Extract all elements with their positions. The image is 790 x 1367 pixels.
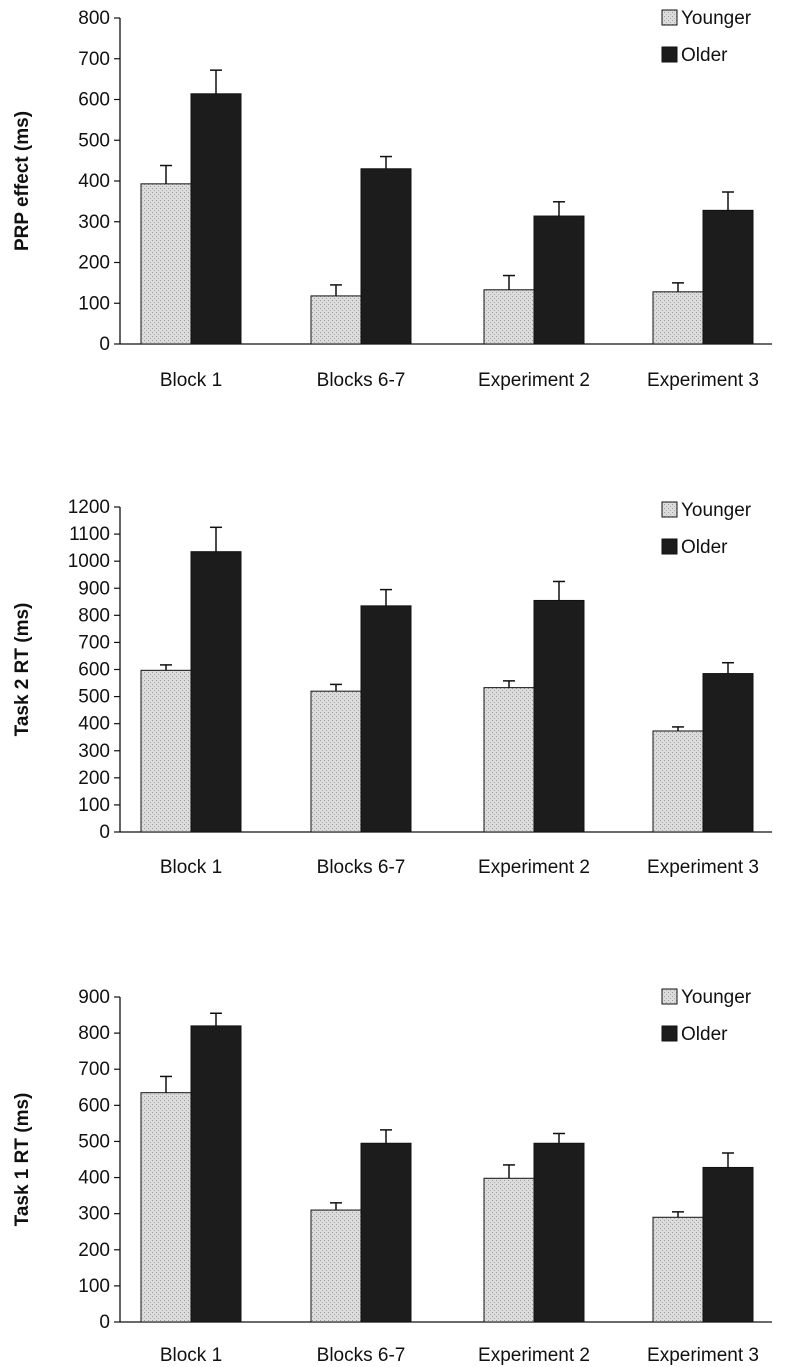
bar-younger	[652, 291, 704, 345]
bar-younger	[483, 289, 535, 345]
bar-younger	[483, 687, 535, 833]
y-axis-label: Task 2 RT (ms)	[12, 603, 33, 737]
bar-older	[702, 673, 754, 833]
legend-swatch-younger	[661, 9, 678, 26]
bar-older	[190, 93, 242, 345]
y-tick-label: 100	[78, 293, 110, 314]
y-tick-label: 900	[78, 987, 110, 1008]
bar-older	[360, 1142, 412, 1323]
category-label: Block 1	[160, 370, 222, 391]
bar-younger	[310, 1209, 362, 1323]
y-tick-label: 500	[78, 1131, 110, 1152]
category-label: Experiment 2	[478, 857, 590, 878]
chart-panel-1: 0 100 200 300 400 500 600 700 800 PRP effect (ms)…	[12, 8, 772, 391]
bar-older	[360, 168, 412, 345]
category-label: Experiment 2	[478, 370, 590, 391]
y-tick-label: 100	[78, 1276, 110, 1297]
y-tick-label: 1100	[69, 524, 110, 545]
y-tick-label: 100	[78, 795, 110, 816]
y-tick-label: 600	[78, 90, 110, 111]
bar-older	[533, 215, 585, 345]
bar-older	[360, 605, 412, 833]
y-tick-label: 400	[78, 171, 110, 192]
y-tick-label: 300	[78, 741, 110, 762]
legend-swatch-younger	[661, 988, 678, 1005]
y-tick-label: 600	[78, 1095, 110, 1116]
y-tick-label: 300	[78, 1204, 110, 1225]
y-tick-label: 700	[78, 632, 110, 653]
category-label: Blocks 6-7	[317, 1345, 406, 1366]
y-tick-label: 0	[99, 1312, 110, 1333]
legend-label-older: Older	[681, 537, 728, 558]
legend-label-younger: Younger	[681, 500, 752, 521]
legend-swatch-younger	[661, 501, 678, 518]
legend-label-older: Older	[681, 45, 728, 66]
y-tick-label: 400	[78, 1168, 110, 1189]
bar-younger	[483, 1177, 535, 1323]
bar-younger	[140, 669, 192, 833]
bar-younger	[310, 295, 362, 345]
legend-swatch-older	[661, 1025, 678, 1042]
y-tick-label: 0	[99, 822, 110, 843]
y-tick-label: 400	[78, 714, 110, 735]
y-tick-label: 1000	[68, 551, 110, 572]
y-tick-label: 300	[78, 212, 110, 233]
legend-swatch-older	[661, 46, 678, 63]
bar-older	[702, 209, 754, 345]
y-tick-label: 600	[78, 660, 110, 681]
y-tick-label: 0	[99, 334, 110, 355]
bar-younger	[140, 183, 192, 345]
bar-older	[533, 1142, 585, 1323]
category-label: Experiment 3	[647, 1345, 759, 1366]
legend-label-older: Older	[681, 1024, 728, 1045]
bar-older	[190, 551, 242, 833]
legend-label-younger: Younger	[681, 8, 752, 29]
category-label: Block 1	[160, 857, 222, 878]
bar-younger	[652, 1216, 704, 1323]
category-label: Blocks 6-7	[317, 370, 406, 391]
y-axis-label: PRP effect (ms)	[12, 111, 33, 251]
y-tick-label: 900	[78, 578, 110, 599]
bar-younger	[310, 690, 362, 833]
legend-swatch-older	[661, 538, 678, 555]
legend-label-younger: Younger	[681, 987, 752, 1008]
bar-older	[533, 599, 585, 833]
y-tick-label: 700	[78, 49, 110, 70]
y-tick-label: 200	[78, 768, 110, 789]
y-tick-label: 700	[78, 1059, 110, 1080]
y-tick-label: 200	[78, 253, 110, 274]
category-label: Experiment 3	[647, 857, 759, 878]
bar-younger	[140, 1092, 192, 1323]
y-tick-label: 500	[78, 687, 110, 708]
category-label: Experiment 3	[647, 370, 759, 391]
y-tick-label: 1200	[68, 497, 110, 518]
y-axis-label: Task 1 RT (ms)	[12, 1093, 33, 1227]
y-tick-label: 500	[78, 130, 110, 151]
y-tick-label: 800	[78, 1023, 110, 1044]
y-tick-label: 800	[78, 605, 110, 626]
category-label: Experiment 2	[478, 1345, 590, 1366]
y-tick-label: 800	[78, 8, 110, 29]
chart-panel-2: 0 100 200 300 400 500 600 700 800 900 1000 1100 1200…	[12, 497, 772, 878]
chart-panel-3: 0 100 200 300 400 500 600 700 800 900 Task 1 RT (m…	[12, 987, 772, 1366]
bar-younger	[652, 730, 704, 833]
category-label: Block 1	[160, 1345, 222, 1366]
bar-older	[702, 1166, 754, 1323]
bar-older	[190, 1025, 242, 1323]
category-label: Blocks 6-7	[317, 857, 406, 878]
y-tick-label: 200	[78, 1240, 110, 1261]
